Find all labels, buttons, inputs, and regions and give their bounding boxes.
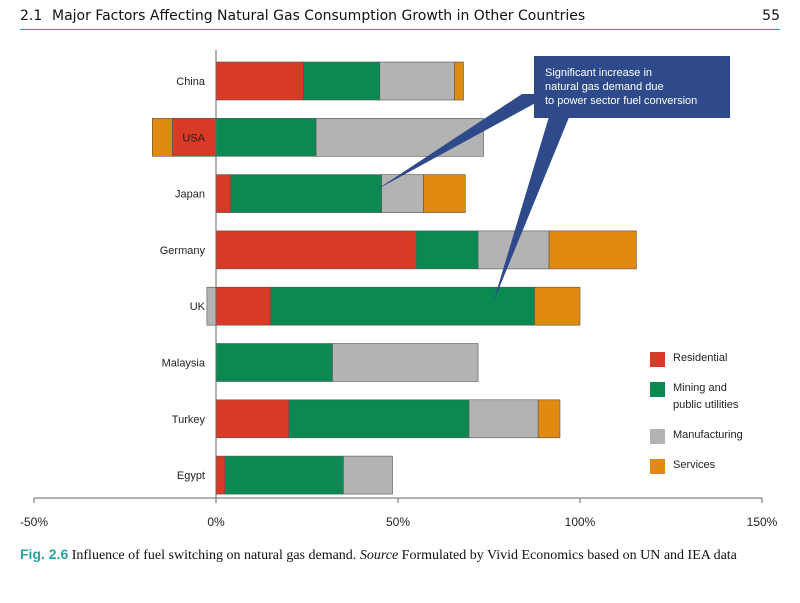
category-label-turkey: Turkey [172,414,206,426]
legend-item-services: Services [650,457,790,474]
legend-swatch-mining [650,382,665,397]
bar-turkey-mining-and-public-utilities [288,399,470,439]
page-header: 2.1 Major Factors Affecting Natural Gas … [20,6,780,28]
bar-china-residential [215,61,304,101]
legend-swatch-residential [650,352,665,367]
bar-uk-services [534,286,581,326]
bar-turkey-residential [215,399,290,439]
bar-usa-manufacturing [315,118,484,157]
category-label-japan: Japan [175,189,205,201]
x-tick-label: -50% [20,515,48,529]
legend-swatch-services [650,459,665,474]
bar-china-services [454,61,464,101]
caption-text: Influence of fuel switching on natural g… [71,548,357,563]
bar-japan-manufacturing [381,174,424,213]
section-number: 2.1 [20,8,43,24]
legend-item-residential: Residential [650,350,790,367]
category-label-germany: Germany [160,245,206,257]
callout-box [534,56,730,118]
bar-uk-mining-and-public-utilities [270,286,535,326]
category-label-usa: USA [182,132,205,144]
legend-swatch-manufacturing [650,429,665,444]
legend-label-manufacturing: Manufacturing [673,429,743,441]
callout-text-line: Significant increase in [545,67,652,79]
legend-label-services: Services [673,459,716,471]
category-label-malaysia: Malaysia [162,358,206,370]
bar-germany-residential [215,230,417,270]
bar-malaysia-mining-and-public-utilities [215,343,333,382]
legend-label-residential: Residential [673,352,728,364]
category-label-uk: UK [190,301,206,313]
x-tick-label: 0% [207,515,225,529]
x-tick-label: 100% [565,515,596,529]
section-title: Major Factors Affecting Natural Gas Cons… [52,8,586,24]
callout-pointer-uk [493,110,572,303]
caption-label: Fig. 2.6 [20,546,69,562]
bar-turkey-services [537,399,561,439]
legend-label-mining-2: public utilities [673,399,739,411]
caption-source-text: Formulated by Vivid Economics based on U… [401,548,737,563]
category-label-china: China [176,76,206,88]
legend-item-mining: Mining and public utilities [650,380,790,414]
bar-egypt-residential [215,455,226,495]
caption-source-word: Source [359,548,399,563]
figure-caption: Fig. 2.6 Influence of fuel switching on … [20,545,780,565]
bar-malaysia-manufacturing [332,343,479,382]
bar-turkey-manufacturing [468,399,539,439]
x-tick-label: 50% [386,515,410,529]
bar-uk-residential [215,286,271,326]
callout-text-line: to power sector fuel conversion [545,95,697,107]
bar-germany-mining-and-public-utilities [415,230,479,270]
bar-usa-residential [172,118,217,157]
bar-usa-services [152,118,173,157]
bar-usa-mining-and-public-utilities [215,118,317,157]
stacked-bar-chart: China USA Japan Germany UK Malaysia Turkey Egyp… [20,50,778,529]
bar-china-mining-and-public-utilities [303,61,381,101]
bar-egypt-mining-and-public-utilities [224,455,344,495]
header-rule [20,29,780,30]
category-label-egypt: Egypt [177,470,205,482]
chart-legend: Residential Mining and public utilities … [650,350,790,487]
bar-china-manufacturing [379,61,455,101]
bar-germany-services [548,230,637,270]
bar-japan-residential [215,174,231,213]
callout-pointer-japan [376,94,552,190]
legend-label-mining-1: Mining and [673,382,727,394]
bar-japan-services [423,174,466,213]
bar-egypt-manufacturing [343,455,393,495]
bar-uk-manufacturing [206,286,217,326]
legend-item-manufacturing: Manufacturing [650,427,790,444]
page-number: 55 [762,8,780,24]
bar-japan-mining-and-public-utilities [230,174,382,213]
x-tick-label: 150% [747,515,778,529]
callout-text-line: natural gas demand due [545,81,664,93]
